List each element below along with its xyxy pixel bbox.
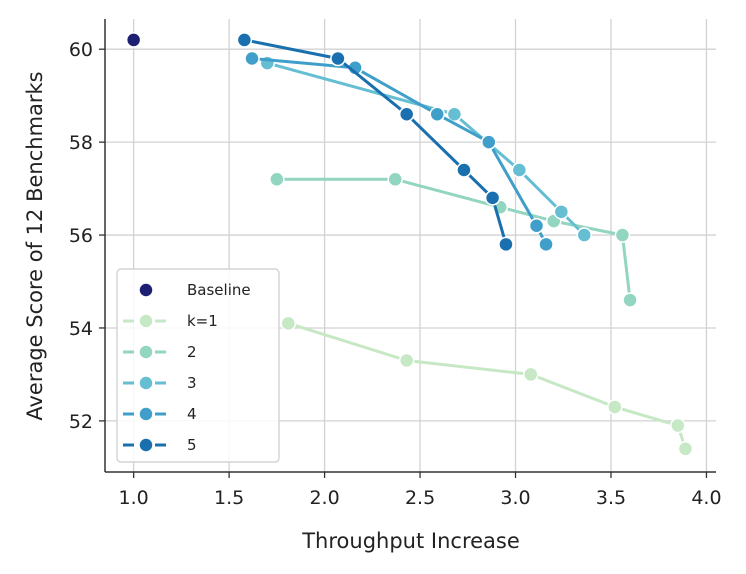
data-point	[429, 106, 445, 122]
data-point	[670, 417, 686, 434]
legend-marker	[138, 313, 154, 329]
x-tick-label: 2.5	[405, 487, 435, 509]
data-point	[456, 162, 472, 178]
data-point	[528, 218, 545, 234]
x-tick-label: 3.5	[596, 487, 626, 509]
series-line	[276, 177, 632, 301]
series-line	[251, 57, 548, 245]
data-point	[622, 292, 638, 308]
series-4	[244, 50, 554, 253]
legend-marker	[138, 282, 154, 298]
series-k1	[280, 315, 694, 457]
data-point	[446, 106, 463, 122]
legend-label: 2	[187, 343, 197, 361]
series-layer	[125, 32, 694, 457]
y-tick-label: 52	[69, 411, 93, 433]
x-axis-label: Throughput Increase	[301, 529, 520, 553]
data-point	[677, 441, 694, 457]
data-point	[244, 50, 260, 67]
legend-label: 5	[187, 436, 197, 454]
data-point	[614, 227, 631, 243]
data-point	[387, 171, 403, 188]
grid-layer	[105, 19, 716, 472]
y-tick-label: 56	[69, 225, 93, 247]
series-3	[259, 55, 593, 243]
data-point	[481, 134, 497, 150]
x-tick-label: 4.0	[691, 487, 721, 509]
series-line	[244, 38, 508, 245]
y-tick-label: 54	[69, 318, 93, 340]
data-point	[538, 236, 554, 253]
y-tick-label: 58	[69, 132, 93, 154]
y-tick-label: 60	[69, 39, 93, 61]
series-5	[236, 32, 514, 253]
data-point	[607, 399, 623, 415]
legend-entry: 4	[123, 405, 197, 423]
data-point	[576, 227, 593, 243]
data-point	[398, 352, 415, 369]
legend-marker	[138, 437, 154, 453]
data-point	[511, 162, 528, 178]
legend-marker	[138, 344, 154, 360]
x-tick-label: 1.5	[214, 487, 244, 509]
legend-label: Baseline	[187, 281, 251, 299]
data-point	[398, 106, 415, 122]
legend: Baseline k=1 2 3 4 5	[116, 268, 280, 463]
legend-entry: 5	[123, 436, 197, 454]
y-axis-label: Average Score of 12 Benchmarks	[23, 71, 47, 420]
data-point	[280, 315, 297, 332]
x-tick-label: 1.0	[119, 487, 149, 509]
data-point	[484, 190, 501, 206]
data-point	[553, 204, 570, 220]
data-point	[236, 32, 253, 48]
legend-entry: 3	[123, 374, 197, 392]
data-point	[523, 366, 539, 383]
legend-entry: 2	[123, 343, 197, 361]
legend-marker	[138, 375, 154, 391]
legend-marker	[138, 406, 154, 422]
legend-entry: k=1	[123, 312, 218, 330]
series-line	[287, 321, 687, 450]
legend-label: 3	[187, 374, 197, 392]
x-tick-label: 3.0	[500, 487, 530, 509]
data-point	[498, 236, 514, 253]
series-line	[266, 61, 586, 237]
x-tick-label: 2.0	[309, 487, 339, 509]
legend-label: k=1	[187, 312, 218, 330]
legend-entry: Baseline	[138, 281, 251, 299]
legend-label: 4	[187, 405, 197, 423]
baseline-point	[125, 32, 142, 48]
data-point	[330, 50, 346, 67]
data-point	[269, 171, 285, 188]
